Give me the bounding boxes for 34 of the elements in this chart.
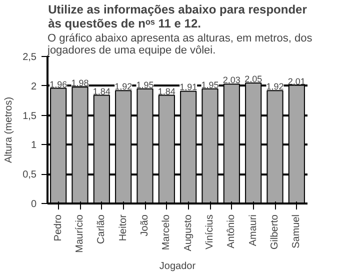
x-tick-label: Heitor [118, 214, 129, 242]
data-label: 1,98 [71, 78, 89, 88]
data-label: 2,01 [288, 76, 306, 86]
data-label: 1,95 [136, 80, 154, 90]
chart-subtitle: O gráfico abaixo apresenta as alturas, em metros, dos jogadores de uma equipe de vôlei. [46, 32, 313, 56]
x-tick-label: Marcelo [161, 214, 172, 250]
x-tick-label: Carlão [96, 214, 108, 244]
data-label: 2,05 [244, 74, 262, 84]
x-tick-label: Pedro [52, 214, 64, 242]
x-tick-label: Amauri [248, 214, 259, 246]
y-tick-label: 0 [30, 199, 37, 210]
x-tick-label: Augusto [182, 214, 194, 252]
chart-title: Utilize as informações abaixo para responder às questões de nᵒˢ 11 e 12. [48, 2, 308, 30]
data-label: 2,03 [222, 75, 240, 86]
x-tick-label: Antônio [226, 214, 238, 248]
data-label: 1,92 [114, 82, 132, 92]
data-label: 1,92 [266, 82, 284, 92]
data-label: 1,84 [92, 86, 110, 96]
data-label: 1,84 [158, 86, 176, 96]
y-tick-label: 0,5 [22, 170, 37, 181]
y-tick-label: 2,5 [22, 52, 37, 63]
data-label: 1,95 [201, 80, 219, 90]
y-tick-label: 1 [30, 140, 37, 152]
x-axis-title: Jogador [159, 260, 196, 272]
y-tick-label: 2 [30, 81, 37, 92]
data-label: 1,96 [50, 79, 68, 90]
y-axis-title: Altura (metros) [4, 96, 15, 164]
data-label: 1,91 [180, 82, 198, 92]
x-tick-label: Gilberto [270, 214, 280, 250]
y-tick-label: 1,5 [22, 110, 37, 122]
x-tick-label: Maurício [74, 214, 86, 253]
x-tick-label: João [140, 214, 150, 236]
x-tick-label: Vinícius [204, 214, 216, 250]
x-tick-label: Samuel [291, 214, 302, 248]
